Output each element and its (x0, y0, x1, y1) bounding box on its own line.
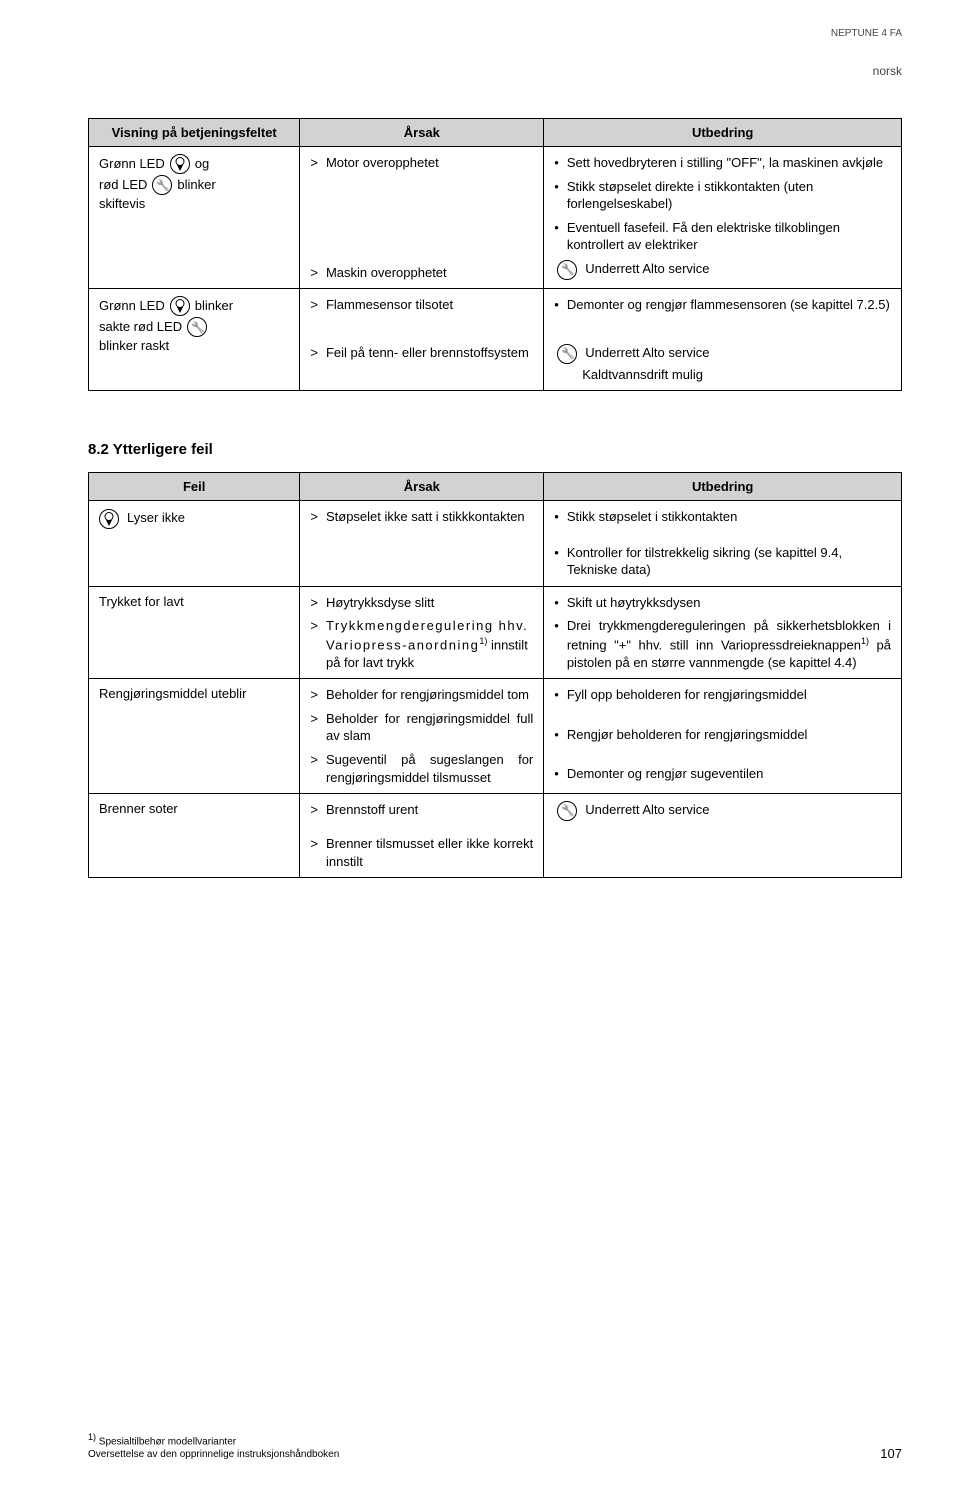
cell-text: Sugeventil på sugeslangen for rengjøring… (326, 751, 533, 786)
table2-header-2: Årsak (300, 473, 544, 501)
cell-text: Rengjør beholderen for rengjøringsmiddel (567, 726, 808, 744)
cell-text: Trykket for lavt (89, 586, 300, 679)
cell-text: Kontroller for tilstrekkelig sikring (se… (567, 544, 891, 579)
power-icon (170, 296, 190, 316)
cell-text: Eventuell fasefeil. Få den elektriske ti… (567, 219, 891, 254)
section-heading: 8.2 Ytterligere feil (88, 441, 902, 458)
cell-text: Lyser ikke (127, 508, 185, 529)
cell-text: Underrett Alto service (585, 260, 709, 278)
cell-text: og (195, 154, 209, 175)
table1-header-2: Årsak (300, 119, 544, 147)
cell-text: Underrett Alto service (585, 801, 709, 819)
main-content: Visning på betjeningsfeltet Årsak Utbedr… (0, 0, 960, 878)
table2-header-1: Feil (89, 473, 300, 501)
page-number: 107 (880, 1446, 902, 1461)
cell-text: Brennstoff urent (326, 801, 418, 819)
table-row: Brenner soter >Brennstoff urent Underret… (89, 794, 902, 829)
power-icon (99, 509, 119, 529)
cell-text: Brenner tilsmusset eller ikke korrekt in… (326, 835, 533, 870)
cell-text: Demonter og rengjør flammesensoren (se k… (567, 296, 890, 314)
footnote-ref: 1) (88, 1432, 96, 1442)
cell-text: Demonter og rengjør sugeventilen (567, 765, 764, 783)
cell-text: Rengjøringsmiddel uteblir (89, 679, 300, 794)
cell-text: Flammesensor tilsotet (326, 296, 453, 314)
table1-header-3: Utbedring (544, 119, 902, 147)
table-row: >Brenner tilsmusset eller ikke korrekt i… (89, 828, 902, 878)
footer-text: Oversettelse av den opprinnelige instruk… (88, 1448, 339, 1461)
cell-text: Motor overopphetet (326, 154, 439, 172)
table-row: Lyser ikke >Støpselet ikke satt i stikkk… (89, 501, 902, 587)
cell-text: Underrett Alto service (585, 344, 709, 362)
cell-text: Stikk støpselet direkte i stikkontakten … (567, 178, 891, 213)
cell-text: skiftevis (99, 196, 289, 211)
cell-text: Maskin overopphetet (326, 264, 447, 282)
cell-text: Fyll opp beholderen for rengjøringsmidde… (567, 686, 807, 704)
page-footer: 1) Spesialtilbehør modellvarianter Overs… (88, 1432, 902, 1461)
language-label: norsk (873, 64, 902, 78)
cell-text: Kaldtvannsdrift mulig (582, 366, 703, 384)
wrench-icon (152, 175, 172, 195)
wrench-icon (557, 344, 577, 364)
cell-text: Grønn LED (99, 154, 165, 175)
cell-text: blinker raskt (99, 338, 289, 353)
cell-text: Beholder for rengjøringsmiddel tom (326, 686, 529, 704)
cell-text: sakte rød LED (99, 317, 182, 338)
footnote-text: Spesialtilbehør modellvarianter (96, 1436, 236, 1447)
cell-text: rød LED (99, 175, 147, 196)
cell-text: Brenner soter (89, 794, 300, 829)
table-row: Trykket for lavt >Høytrykksdyse slitt >T… (89, 586, 902, 679)
cell-text: blinker (195, 296, 233, 317)
cell-text: Sett hovedbryteren i stilling "OFF", la … (567, 154, 883, 172)
troubleshooting-table-1: Visning på betjeningsfeltet Årsak Utbedr… (88, 118, 902, 391)
cell-text: Trykkmengderegulering hhv. Variopress-an… (326, 617, 533, 671)
cell-text: Stikk støpselet i stikkontakten (567, 508, 738, 526)
power-icon (170, 154, 190, 174)
cell-text: Beholder for rengjøringsmiddel full av s… (326, 710, 533, 745)
cell-text: Feil på tenn- eller brennstoffsystem (326, 344, 529, 362)
table1-header-1: Visning på betjeningsfeltet (89, 119, 300, 147)
table-row: Grønn LED og rød LED blinker skiftevis >… (89, 147, 902, 289)
table2-header-3: Utbedring (544, 473, 902, 501)
cell-text: Skift ut høytrykksdysen (567, 594, 701, 612)
table-row: Grønn LED blinker sakte rød LED blinker … (89, 289, 902, 391)
cell-text: Høytrykksdyse slitt (326, 594, 434, 612)
troubleshooting-table-2: Feil Årsak Utbedring Lyser ikke >Støpsel… (88, 472, 902, 878)
wrench-icon (187, 317, 207, 337)
wrench-icon (557, 260, 577, 280)
table-row: Rengjøringsmiddel uteblir >Beholder for … (89, 679, 902, 794)
cell-text: Støpselet ikke satt i stikkkontakten (326, 508, 525, 526)
cell-text: Drei trykkmengdereguleringen på sikkerhe… (567, 617, 891, 671)
product-header: NEPTUNE 4 FA (831, 28, 902, 39)
cell-text: blinker (177, 175, 215, 196)
cell-text: Grønn LED (99, 296, 165, 317)
wrench-icon (557, 801, 577, 821)
